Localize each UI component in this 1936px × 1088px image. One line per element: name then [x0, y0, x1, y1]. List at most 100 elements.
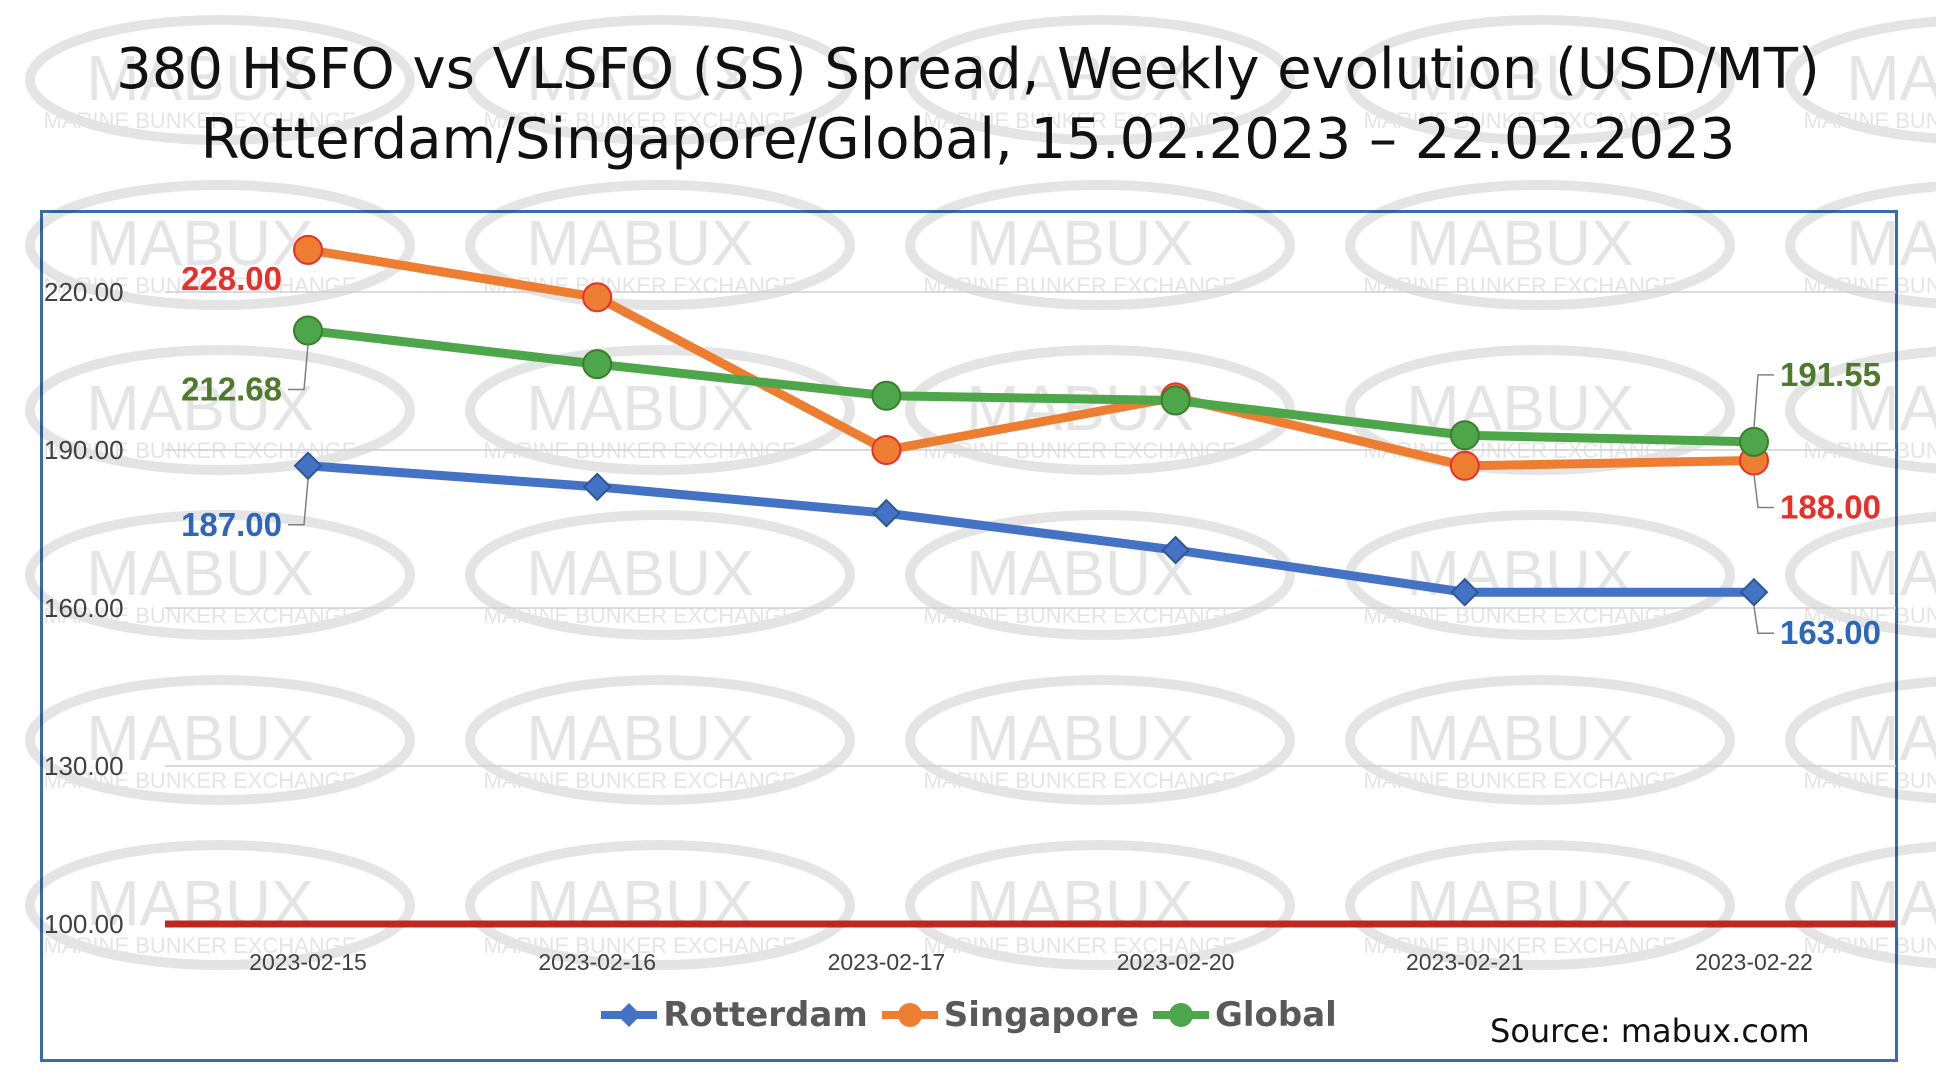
watermark-swoosh — [465, 510, 855, 640]
data-label-singapore: 228.00 — [181, 260, 282, 297]
watermark-tagline: MARINE BUNKER EXCHANGE — [1364, 273, 1677, 298]
series-line-singapore — [303, 245, 1759, 471]
y-axis: 100.00 130.00 160.00 190.00 220.00 — [44, 277, 124, 939]
label-leader — [1753, 374, 1774, 428]
watermark-brand: MABUX — [526, 702, 754, 774]
watermark-brand: MABUX — [1846, 537, 1936, 609]
watermark-swoosh — [25, 180, 415, 310]
watermark-tagline: MARINE BUNKER EXCHANGE — [44, 933, 357, 958]
legend-item-singapore: Singapore — [880, 995, 1139, 1035]
watermark-swoosh — [25, 15, 415, 145]
watermark-brand: MABUX — [966, 207, 1194, 279]
chart-title-line1: 380 HSFO vs VLSFO (SS) Spread, Weekly ev… — [116, 37, 1820, 102]
legend-label-rotterdam: Rotterdam — [663, 995, 868, 1035]
watermark-tagline: MARINE BUNKER EXCHANGE — [1364, 603, 1677, 628]
watermark-tagline: MARINE BUNKER EXCHANGE — [484, 108, 797, 133]
watermark-swoosh — [465, 345, 855, 475]
watermark-swoosh — [905, 840, 1295, 970]
watermark-brand: MABUX — [966, 867, 1194, 939]
x-tick-label: 2023-02-22 — [1695, 949, 1813, 975]
watermark-swoosh — [465, 180, 855, 310]
x-tick-label: 2023-02-21 — [1406, 949, 1524, 975]
watermark-swoosh — [465, 840, 855, 970]
x-tick-label: 2023-02-15 — [249, 949, 367, 975]
watermark-brand: MABUX — [526, 207, 754, 279]
x-tick-label: 2023-02-16 — [538, 949, 656, 975]
watermark-tagline: MARINE BUNKER EXCHANGE — [924, 933, 1237, 958]
data-label-rotterdam: 163.00 — [1780, 614, 1881, 651]
legend-swatch-singapore — [881, 1003, 938, 1027]
watermark-swoosh — [1785, 16, 1936, 144]
watermark-swoosh — [905, 15, 1295, 145]
watermark-brand: MABUX — [1406, 867, 1634, 939]
chart-title-line2: Rotterdam/Singapore/Global, 15.02.2023 –… — [200, 107, 1736, 172]
data-label-global: 191.55 — [1780, 356, 1881, 393]
y-tick-label: 100.00 — [44, 909, 124, 939]
watermark-brand: MABUX — [86, 42, 314, 114]
watermark-swoosh — [1345, 345, 1735, 475]
watermark-brand: MABUX — [966, 42, 1194, 114]
watermark-brand: MABUX — [1406, 537, 1634, 609]
point-global — [1739, 426, 1769, 457]
label-leader — [288, 344, 309, 391]
point-singapore — [871, 435, 902, 465]
watermark-tagline: MARINE BUNKER EXCHANGE — [924, 273, 1237, 298]
gridlines — [165, 291, 1896, 767]
series-layer — [293, 234, 1769, 607]
y-tick-label: 130.00 — [44, 751, 124, 781]
watermark-brand: MABUX — [1846, 42, 1936, 114]
point-rotterdam — [1739, 577, 1769, 607]
watermark-brand: MABUX — [966, 702, 1194, 774]
watermark-brand: MABUX — [526, 537, 754, 609]
point-rotterdam — [582, 472, 612, 502]
watermark-swoosh — [905, 180, 1295, 310]
y-tick-label: 190.00 — [44, 435, 124, 465]
watermark-swoosh — [25, 840, 415, 970]
watermark-swoosh — [1785, 511, 1936, 639]
watermark-tagline: MARINE BUNKER EXCHANGE — [924, 603, 1237, 628]
watermark-tagline: MARINE BUNKER EXCHANGE — [44, 603, 357, 628]
legend-swatch-global — [1152, 1003, 1209, 1027]
watermark-swoosh — [1345, 675, 1735, 805]
watermark-swoosh — [465, 675, 855, 805]
watermark-tagline: MARINE BUNKER EXCHANGE — [484, 933, 797, 958]
watermark-tagline: MARINE BUNKER EXCHANGE — [1804, 108, 1936, 133]
watermark-tagline: MARINE BUNKER EXCHANGE — [1364, 108, 1677, 133]
x-tick-label: 2023-02-20 — [1117, 949, 1235, 975]
watermark-brand: MABUX — [86, 702, 314, 774]
point-rotterdam — [871, 498, 901, 528]
point-singapore — [1449, 450, 1480, 481]
label-leader — [1753, 474, 1774, 509]
watermark-tagline: MARINE BUNKER EXCHANGE — [1804, 603, 1936, 628]
chart-frame — [40, 210, 1898, 1062]
watermark-brand: MABUX — [1406, 702, 1634, 774]
y-tick-label: 160.00 — [44, 593, 124, 623]
point-global — [1160, 385, 1191, 416]
watermark-tagline: MARINE BUNKER EXCHANGE — [1364, 768, 1677, 793]
data-labels: 187.00 163.00 228.00 188.00 212.68 191.55 — [181, 260, 1881, 651]
data-label-rotterdam: 187.00 — [181, 506, 282, 543]
data-label-global: 212.68 — [181, 371, 282, 408]
watermark-tagline: MARINE BUNKER EXCHANGE — [44, 273, 357, 298]
point-rotterdam — [1161, 535, 1191, 565]
watermark-tagline: MARINE BUNKER EXCHANGE — [1364, 933, 1677, 958]
watermark-swoosh — [1345, 180, 1735, 310]
watermark-swoosh — [905, 675, 1295, 805]
watermark-swoosh — [905, 510, 1295, 640]
